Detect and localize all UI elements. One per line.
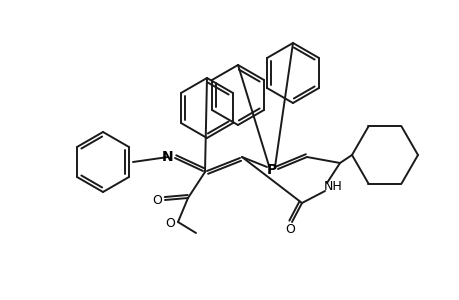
Text: P: P: [266, 163, 276, 177]
Text: O: O: [152, 194, 162, 206]
Text: N: N: [162, 150, 174, 164]
Text: O: O: [285, 224, 294, 236]
Text: NH: NH: [323, 181, 341, 194]
Text: O: O: [165, 218, 174, 230]
